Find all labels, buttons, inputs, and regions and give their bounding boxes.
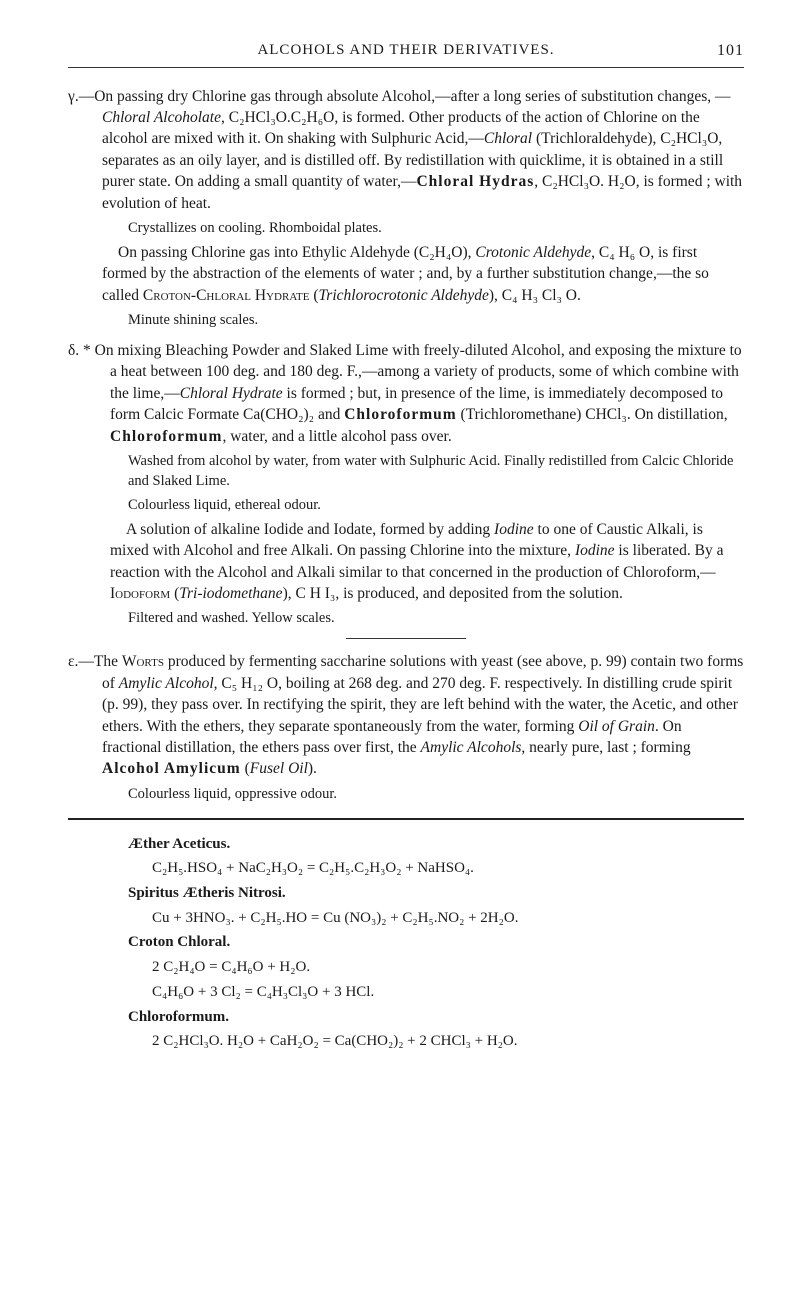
delta-para-1: δ. * On mixing Bleaching Powder and Slak… xyxy=(68,340,744,447)
gamma-minute: Minute shining scales. xyxy=(128,310,744,330)
header-rule xyxy=(68,67,744,68)
aether-head: Æther Aceticus. xyxy=(128,834,744,855)
delta-para-2: A solution of alkaline Iodide and Iodate… xyxy=(68,519,744,605)
chloro-head: Chloroformum. xyxy=(128,1007,744,1028)
delta-filtered: Filtered and washed. Yellow scales. xyxy=(128,608,744,628)
spiritus-head: Spiritus Ætheris Nitrosi. xyxy=(128,883,744,904)
thick-rule xyxy=(68,818,744,820)
chloro-eq: 2 C₂HCl₃O. H₂O + CaH₂O₂ = Ca(CHO₂)₂ + 2 … xyxy=(152,1031,744,1052)
delta-washed: Washed from alcohol by water, from water… xyxy=(128,451,744,491)
page: ALCOHOLS AND THEIR DERIVATIVES. 101 γ.—O… xyxy=(0,0,800,1096)
gamma-crystallizes: Crystallizes on cooling. Rhomboidal plat… xyxy=(128,218,744,238)
gamma-para-2: On passing Chlorine gas into Ethylic Ald… xyxy=(68,242,744,306)
section-rule xyxy=(346,638,466,639)
spiritus-eq: Cu + 3HNO₃. + C₂H₅.HO = Cu (NO₃)₂ + C₂H₅… xyxy=(152,908,744,929)
running-head: ALCOHOLS AND THEIR DERIVATIVES. 101 xyxy=(68,40,744,61)
croton-head: Croton Chloral. xyxy=(128,932,744,953)
epsilon-colourless: Colourless liquid, oppressive odour. xyxy=(128,784,744,804)
delta-colourless: Colourless liquid, ethereal odour. xyxy=(128,495,744,515)
gamma-para-1: γ.—On passing dry Chlorine gas through a… xyxy=(68,86,744,214)
page-number: 101 xyxy=(717,40,744,62)
croton-eq2: C₄H₆O + 3 Cl₂ = C₄H₃Cl₃O + 3 HCl. xyxy=(152,982,744,1003)
epsilon-para-1: ε.—The Worts produced by fermenting sacc… xyxy=(68,651,744,779)
formula-block: Æther Aceticus. C₂H₅.HSO₄ + NaC₂H₃O₂ = C… xyxy=(128,834,744,1052)
running-title: ALCOHOLS AND THEIR DERIVATIVES. xyxy=(257,42,554,58)
aether-eq: C₂H₅.HSO₄ + NaC₂H₃O₂ = C₂H₅.C₂H₃O₂ + NaH… xyxy=(152,858,744,879)
croton-eq1: 2 C₂H₄O = C₄H₆O + H₂O. xyxy=(152,957,744,978)
